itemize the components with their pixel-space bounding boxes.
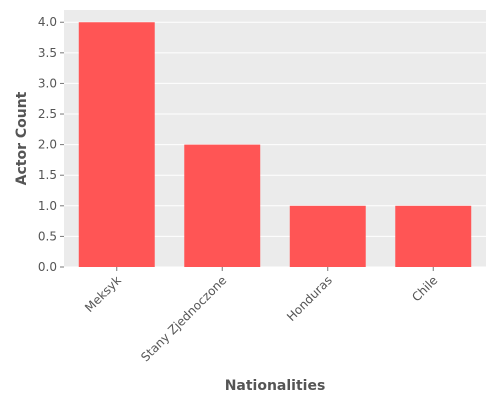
x-tick-label: Meksyk: [82, 273, 124, 315]
bar-stany-zjednoczone: [184, 144, 261, 267]
x-axis-title: Nationalities: [225, 378, 326, 394]
x-tick-label: Chile: [409, 273, 440, 304]
y-tick-label: 3.0: [38, 76, 57, 90]
y-tick-label: 0.5: [38, 229, 57, 243]
y-tick-label: 1.5: [38, 168, 57, 182]
bars: [78, 22, 472, 267]
y-tick-label: 1.0: [38, 199, 57, 213]
y-tick-label: 4.0: [38, 15, 57, 29]
y-tick-label: 0.0: [38, 260, 57, 274]
x-ticks: Meksyk Stany Zjednoczone Honduras Chile: [82, 267, 440, 364]
x-tick-label: Stany Zjednoczone: [138, 273, 229, 364]
y-tick-label: 3.5: [38, 46, 57, 60]
y-ticks: 0.0 0.5 1.0 1.5 2.0 2.5 3.0 3.5 4.0: [38, 15, 64, 274]
y-tick-label: 2.5: [38, 107, 57, 121]
y-axis-title: Actor Count: [14, 91, 30, 185]
y-tick-label: 2.0: [38, 138, 57, 152]
bar-chile: [395, 205, 472, 267]
x-tick-label: Honduras: [284, 273, 335, 324]
bar-meksyk: [78, 22, 155, 267]
bar-honduras: [289, 205, 366, 267]
